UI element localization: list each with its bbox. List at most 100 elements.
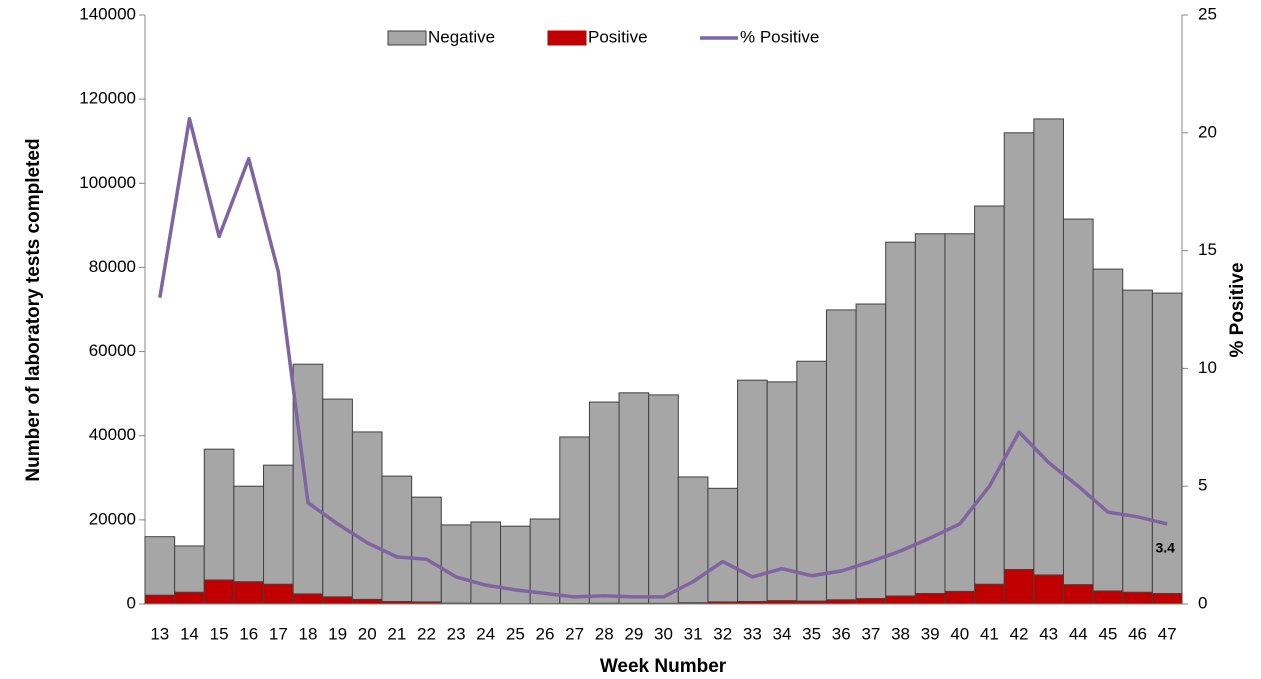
- y2-tick-label: 25: [1198, 4, 1217, 23]
- x-tick-label: 18: [298, 624, 317, 643]
- x-tick-label: 35: [802, 624, 821, 643]
- bar: [559, 436, 590, 604]
- bar: [707, 487, 739, 603]
- x-tick-label: 39: [921, 624, 940, 643]
- y-tick-label: 120000: [79, 89, 136, 108]
- bar: [1092, 268, 1124, 592]
- x-tick-label: 21: [387, 624, 406, 643]
- bar: [974, 205, 1005, 585]
- x-tick-label: 44: [1069, 624, 1088, 643]
- x-tick-label: 31: [684, 624, 703, 643]
- data-label: 3.4: [1155, 540, 1175, 556]
- bar: [766, 600, 798, 605]
- y-tick-label: 0: [127, 593, 136, 612]
- legend-swatch: [547, 30, 587, 46]
- bar: [1062, 584, 1094, 605]
- x-tick-label: 41: [980, 624, 999, 643]
- y-axis-title: Number of laboratory tests completed: [23, 138, 44, 481]
- bar: [914, 233, 946, 594]
- bar: [1151, 292, 1183, 594]
- x-tick-label: 15: [210, 624, 229, 643]
- bar: [885, 241, 916, 597]
- x-tick-label: 28: [595, 624, 614, 643]
- bar: [796, 360, 827, 602]
- bar: [1003, 569, 1035, 605]
- bar: [737, 379, 768, 602]
- bar: [529, 518, 561, 605]
- x-tick-label: 47: [1158, 624, 1177, 643]
- bar: [411, 496, 442, 603]
- x-tick-label: 34: [773, 624, 792, 643]
- x-tick-label: 27: [565, 624, 584, 643]
- x-tick-label: 17: [269, 624, 288, 643]
- bar: [203, 448, 235, 581]
- x-tick-label: 46: [1128, 624, 1147, 643]
- bar: [440, 524, 472, 604]
- bar: [381, 475, 413, 602]
- legend-label: % Positive: [740, 27, 819, 46]
- x-tick-label: 22: [417, 624, 436, 643]
- bar: [292, 593, 324, 605]
- legend-label: Positive: [588, 27, 648, 46]
- x-tick-label: 45: [1098, 624, 1117, 643]
- bar: [944, 233, 976, 592]
- x-tick-label: 23: [447, 624, 466, 643]
- bar: [322, 398, 353, 598]
- x-tick-label: 29: [624, 624, 643, 643]
- line: [158, 116, 1168, 599]
- bar: [1033, 118, 1064, 576]
- x-tick-label: 19: [328, 624, 347, 643]
- bar: [174, 545, 205, 593]
- bar: [974, 583, 1005, 605]
- bar: [351, 598, 383, 605]
- y-tick-label: 100000: [79, 173, 136, 192]
- bar: [855, 598, 887, 605]
- y2-tick-label: 15: [1198, 240, 1217, 259]
- bar: [766, 381, 798, 602]
- x-tick-label: 16: [239, 624, 258, 643]
- bar: [648, 394, 679, 604]
- bar: [825, 309, 857, 601]
- x-tick-label: 32: [713, 624, 732, 643]
- legend-label: Negative: [428, 27, 495, 46]
- bar: [618, 392, 650, 604]
- bar: [944, 590, 976, 605]
- y2-tick-label: 10: [1198, 358, 1217, 377]
- x-tick-label: 14: [180, 624, 199, 643]
- y-tick-label: 20000: [89, 509, 136, 528]
- bar: [263, 583, 294, 605]
- x-tick-label: 36: [832, 624, 851, 643]
- x-tick-label: 42: [1010, 624, 1029, 643]
- x-tick-label: 33: [743, 624, 762, 643]
- bar: [1033, 574, 1064, 605]
- x-tick-label: 24: [476, 624, 495, 643]
- bar: [1151, 592, 1183, 605]
- x-tick-label: 30: [654, 624, 673, 643]
- x-tick-label: 37: [861, 624, 880, 643]
- y-tick-label: 80000: [89, 257, 136, 276]
- x-tick-label: 26: [536, 624, 555, 643]
- bar: [470, 521, 502, 604]
- bar: [233, 581, 265, 605]
- x-tick-label: 40: [950, 624, 969, 643]
- bar: [144, 536, 176, 596]
- bar: [1122, 289, 1153, 593]
- bar: [292, 363, 324, 595]
- legend-swatch: [387, 30, 427, 46]
- bar: [351, 431, 383, 600]
- x-axis-title: Week Number: [600, 656, 727, 677]
- bar: [144, 594, 176, 605]
- bar: [203, 579, 235, 605]
- bar: [322, 596, 353, 605]
- y2-tick-label: 5: [1198, 476, 1207, 495]
- bar: [263, 464, 294, 585]
- x-tick-label: 25: [506, 624, 525, 643]
- bar: [855, 303, 887, 600]
- x-tick-label: 13: [150, 624, 169, 643]
- bar: [825, 599, 857, 605]
- bar: [174, 591, 205, 605]
- y-tick-label: 40000: [89, 425, 136, 444]
- x-tick-label: 20: [358, 624, 377, 643]
- y2-tick-label: 0: [1198, 593, 1207, 612]
